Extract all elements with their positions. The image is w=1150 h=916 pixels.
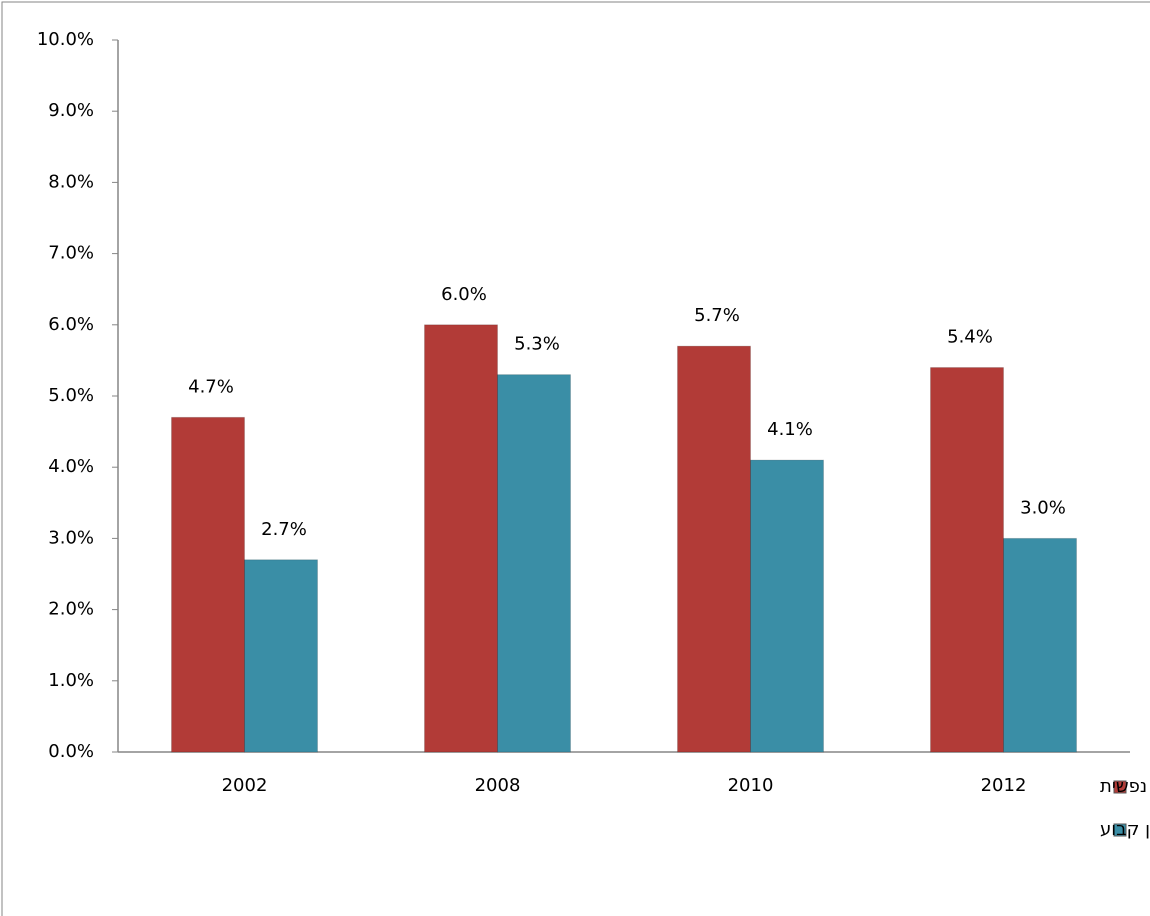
legend-label: מוגבל במידה רבה בפעילויות היום יום בגלל … [1100,776,1150,797]
value-label: 4.7% [188,376,234,397]
y-tick-label: 0.0% [48,741,94,762]
bar [930,367,1004,753]
y-tick-label: 7.0% [48,243,94,264]
value-label: 5.3% [514,334,560,355]
legend-marker [1113,823,1127,837]
legend-label: חולה או נכה באופן קבוע [1100,819,1150,840]
value-label: 3.0% [1020,497,1066,518]
y-tick-label: 1.0% [48,670,94,691]
value-label: 2.7% [261,519,307,540]
bar [1003,537,1077,753]
y-tick-label: 2.0% [48,599,94,620]
x-tick-label: 2012 [981,775,1027,796]
bar [171,416,245,753]
x-tick-label: 2010 [728,775,774,796]
value-label: 4.1% [767,419,813,440]
bar [244,559,318,753]
y-tick-label: 3.0% [48,527,94,548]
bar [497,374,571,753]
y-tick-label: 8.0% [48,171,94,192]
legend-marker [1113,780,1127,794]
y-tick-label: 10.0% [37,29,94,50]
bar [677,345,751,753]
value-label: 6.0% [441,284,487,305]
y-tick-label: 9.0% [48,100,94,121]
y-tick-label: 4.0% [48,456,94,477]
x-tick-label: 2008 [475,775,521,796]
x-tick-label: 2002 [222,775,268,796]
value-label: 5.7% [694,305,740,326]
bar [424,324,498,753]
y-tick-label: 6.0% [48,314,94,335]
y-tick-label: 5.0% [48,385,94,406]
bar [750,459,824,753]
value-label: 5.4% [947,327,993,348]
